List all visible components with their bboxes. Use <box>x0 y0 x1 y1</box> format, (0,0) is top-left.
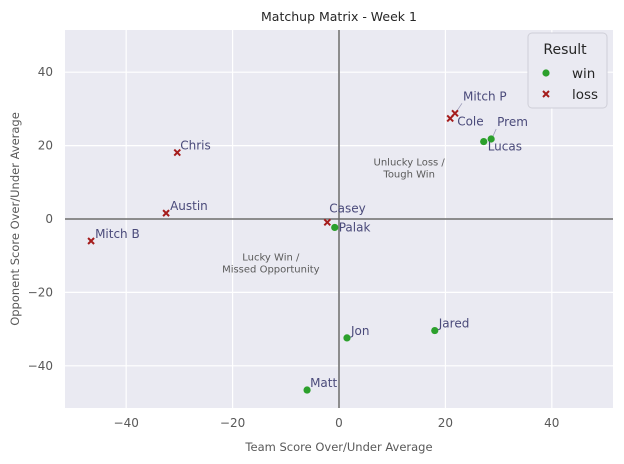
point-casey <box>323 218 332 227</box>
quadrant-annotation: Lucky Win / <box>242 253 300 264</box>
quadrant-annotation: Missed Opportunity <box>222 265 320 276</box>
legend-win-label: win <box>572 66 595 82</box>
label-lucas: Lucas <box>488 140 522 154</box>
x-tick-label: 40 <box>544 416 559 430</box>
point-prem <box>487 135 495 143</box>
point-palak <box>331 223 339 232</box>
legend-title: Result <box>543 42 587 58</box>
point-cole <box>446 114 454 123</box>
label-cole: Cole <box>457 114 483 128</box>
legend-win-marker <box>542 69 550 77</box>
y-tick-labels: −40 −20 0 20 40 <box>28 65 53 373</box>
label-austin: Austin <box>170 199 208 213</box>
zero-lines <box>65 30 613 408</box>
quadrant-annotations: Unlucky Loss /Tough Win Lucky Win /Missed… <box>222 157 445 275</box>
quadrant-annotation: Unlucky Loss / <box>374 157 446 168</box>
data-points <box>87 109 495 394</box>
y-tick-label: 40 <box>38 65 53 79</box>
label-mitch-b: Mitch B <box>95 227 140 241</box>
label-chris: Chris <box>180 139 211 153</box>
label-casey: Casey <box>329 201 365 215</box>
x-tick-label: −40 <box>114 416 139 430</box>
point-austin <box>162 209 170 217</box>
y-axis-label: Opponent Score Over/Under Average <box>8 112 22 326</box>
label-matt: Matt <box>310 376 337 390</box>
x-tick-label: −20 <box>220 416 245 430</box>
label-jon: Jon <box>350 324 370 338</box>
x-axis-label: Team Score Over/Under Average <box>244 440 432 454</box>
point-jon <box>343 334 351 342</box>
point-mitch-b <box>87 237 95 245</box>
point-matt <box>303 386 311 394</box>
point-lucas <box>480 137 488 146</box>
legend-loss-marker <box>542 90 550 98</box>
point-labels: Mitch P Cole Prem Lucas Chris Austin Casey Pala… <box>95 89 528 390</box>
y-tick-label: 0 <box>45 212 53 226</box>
label-prem: Prem <box>497 115 528 129</box>
legend: Result win loss <box>527 32 608 109</box>
point-chris <box>173 148 181 157</box>
point-jared <box>431 326 439 335</box>
legend-loss-label: loss <box>572 87 598 103</box>
y-tick-label: −40 <box>28 359 53 373</box>
label-jared: Jared <box>438 317 470 331</box>
x-tick-labels: −40 −20 0 20 40 <box>114 416 560 430</box>
chart-title: Matchup Matrix - Week 1 <box>261 9 417 24</box>
label-palak: Palak <box>339 220 371 234</box>
label-mitch-p: Mitch P <box>463 89 507 103</box>
x-tick-label: 0 <box>335 416 343 430</box>
quadrant-annotation: Tough Win <box>382 169 435 180</box>
x-tick-label: 20 <box>438 416 453 430</box>
y-tick-label: 20 <box>38 139 53 153</box>
legend-box <box>527 32 608 109</box>
y-tick-label: −20 <box>28 285 53 299</box>
